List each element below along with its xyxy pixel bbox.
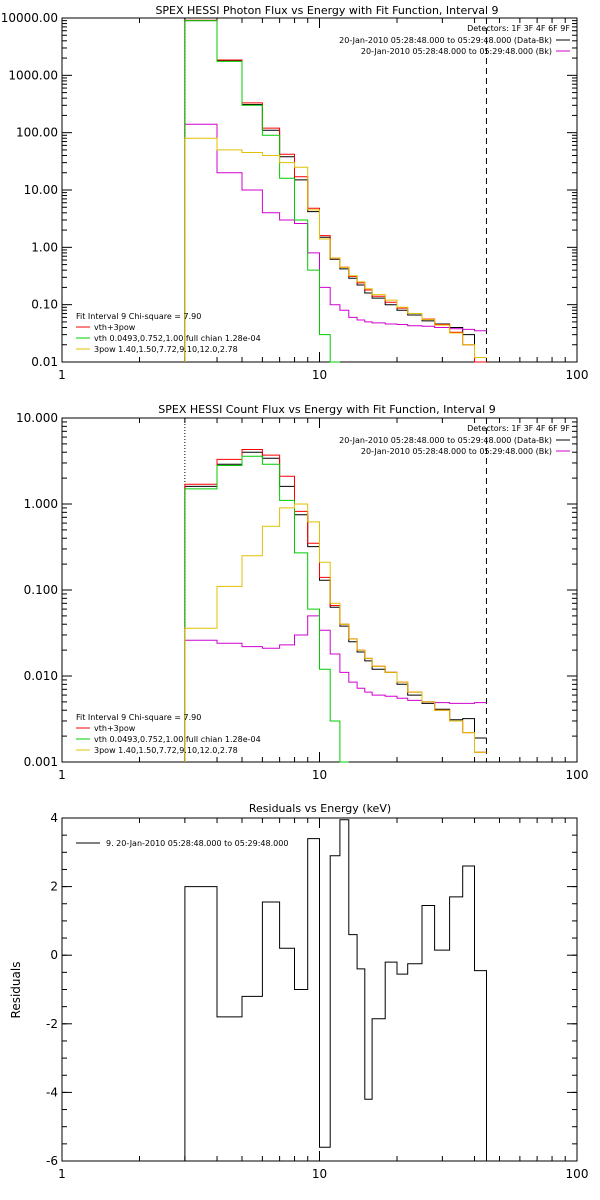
photon-flux-x-tick-label: 10 — [312, 368, 327, 382]
count-flux-y-tick-label: 1.000 — [24, 497, 58, 511]
photon-flux-series-4-line — [184, 137, 487, 362]
photon-flux-y-tick-label: 10.00 — [24, 183, 58, 197]
photon-flux-fit-label-total: vth+3pow — [94, 323, 136, 332]
count-flux-y-tick-label: 0.001 — [24, 755, 58, 769]
residuals-y-tick-label: -6 — [46, 1154, 58, 1168]
photon-flux-info-bk: 20-Jan-2010 05:28:48.000 to 05:29:48.000… — [361, 47, 552, 56]
residuals-x-tick-label: 1 — [58, 1167, 66, 1181]
residuals-y-tick-label: 0 — [50, 948, 58, 962]
photon-flux-fit-label-vth: vth 0.0493,0.752,1.00 full chian 1.28e-0… — [94, 334, 261, 343]
residuals-x-tick-label: 100 — [566, 1167, 589, 1181]
count-flux-fit-text: Fit Interval 9 Chi-square = 7.90 — [76, 713, 201, 722]
count-flux-y-tick-label: 0.010 — [24, 669, 58, 683]
photon-flux-y-tick-label: 100.00 — [16, 126, 58, 140]
photon-flux-fit-text: Fit Interval 9 Chi-square = 7.90 — [76, 312, 201, 321]
count-flux-fit-label-total: vth+3pow — [94, 724, 136, 733]
count-flux-y-tick-label: 0.100 — [24, 583, 58, 597]
photon-flux-series-3-line — [184, 20, 340, 363]
photon-flux-y-tick-label: 0.10 — [31, 298, 58, 312]
residuals-y-tick-label: -4 — [46, 1085, 58, 1099]
count-flux-info-detectors: Detectors: 1F 3F 4F 6F 9F — [467, 424, 570, 433]
count-flux-panel: SPEX HESSI Count Flux vs Energy with Fit… — [16, 403, 588, 782]
count-flux-x-tick-label: 100 — [566, 768, 589, 782]
residuals-y-tick-label: 2 — [50, 880, 58, 894]
count-flux-title: SPEX HESSI Count Flux vs Energy with Fit… — [158, 403, 495, 416]
count-flux-info-data: 20-Jan-2010 05:28:48.000 to 05:29:48.000… — [339, 436, 552, 445]
count-flux-info-bk: 20-Jan-2010 05:28:48.000 to 05:29:48.000… — [361, 447, 552, 456]
residuals-title: Residuals vs Energy (keV) — [249, 802, 391, 815]
count-flux-y-tick-label: 10.000 — [16, 411, 58, 425]
residuals-series-0-line — [184, 819, 487, 1161]
count-flux-x-tick-label: 1 — [58, 768, 66, 782]
photon-flux-y-tick-label: 1000.00 — [8, 68, 58, 82]
count-flux-fit-label-vth: vth 0.0493,0.752,1.00 full chian 1.28e-0… — [94, 735, 261, 744]
residuals-y-tick-label: 4 — [50, 811, 58, 825]
count-flux-series-3-line — [184, 455, 349, 763]
residuals-y-tick-label: -2 — [46, 1017, 58, 1031]
count-flux-x-tick-label: 10 — [312, 768, 327, 782]
residuals-x-tick-label: 10 — [312, 1167, 327, 1181]
photon-flux-fit-label-3pow: 3pow 1.40,1.50,7.72,9.10,12.0,2.78 — [94, 345, 238, 354]
photon-flux-y-tick-label: 1.00 — [31, 240, 58, 254]
photon-flux-y-tick-label: 10000.00 — [1, 11, 58, 25]
photon-flux-panel: SPEX HESSI Photon Flux vs Energy with Fi… — [1, 4, 589, 382]
photon-flux-title: SPEX HESSI Photon Flux vs Energy with Fi… — [155, 4, 498, 17]
photon-flux-x-tick-label: 1 — [58, 368, 66, 382]
count-flux-series-4-line — [184, 503, 487, 762]
count-flux-fit-label-3pow: 3pow 1.40,1.50,7.72,9.10,12.0,2.78 — [94, 746, 238, 755]
photon-flux-info-data: 20-Jan-2010 05:28:48.000 to 05:29:48.000… — [339, 36, 552, 45]
residuals-ylabel: Residuals — [9, 962, 23, 1019]
photon-flux-series-1-line — [184, 123, 487, 362]
residuals-legend-label: 9. 20-Jan-2010 05:28:48.000 to 05:29:48.… — [106, 839, 288, 848]
residuals-panel: Residuals vs Energy (keV) 1 10 100 -6 -4 -2 0 2… — [9, 802, 588, 1181]
photon-flux-info-detectors: Detectors: 1F 3F 4F 6F 9F — [467, 24, 570, 33]
photon-flux-x-tick-label: 100 — [566, 368, 589, 382]
photon-flux-y-tick-label: 0.01 — [31, 355, 58, 369]
